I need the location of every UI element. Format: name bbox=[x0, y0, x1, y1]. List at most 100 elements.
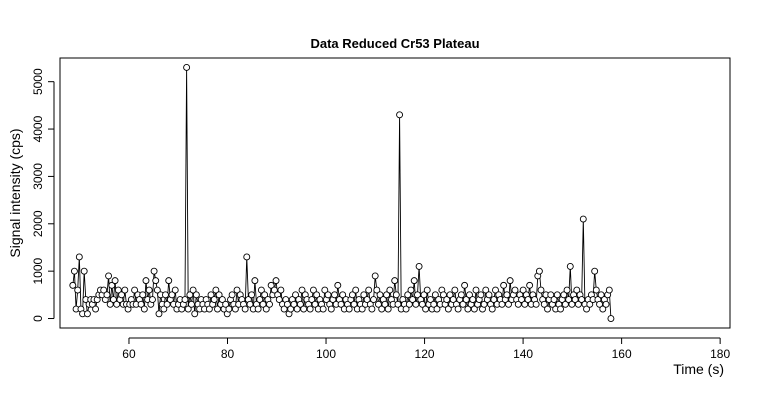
data-point bbox=[275, 296, 283, 304]
data-point bbox=[470, 305, 478, 313]
data-point bbox=[153, 286, 161, 294]
data-point bbox=[449, 296, 457, 304]
data-point bbox=[532, 300, 540, 308]
data-point bbox=[422, 305, 430, 313]
data-point bbox=[75, 253, 83, 261]
data-point bbox=[561, 300, 569, 308]
data-point bbox=[482, 286, 490, 294]
data-point bbox=[266, 300, 273, 308]
data-point bbox=[108, 281, 116, 289]
data-point bbox=[498, 300, 506, 308]
data-point bbox=[309, 286, 317, 294]
data-point bbox=[407, 286, 415, 294]
data-point bbox=[469, 296, 477, 304]
data-point bbox=[392, 291, 400, 299]
data-point bbox=[404, 291, 412, 299]
data-point bbox=[327, 305, 335, 313]
data-point bbox=[368, 305, 376, 313]
data-point bbox=[550, 296, 558, 304]
data-point bbox=[443, 296, 451, 304]
data-point bbox=[212, 286, 220, 294]
x-tick-label: 160 bbox=[612, 347, 632, 361]
data-point bbox=[459, 300, 467, 308]
data-point bbox=[248, 291, 256, 299]
data-point bbox=[480, 300, 488, 308]
data-point bbox=[433, 305, 441, 313]
data-point bbox=[215, 291, 223, 299]
data-point bbox=[348, 291, 356, 299]
data-point bbox=[383, 291, 391, 299]
data-point bbox=[251, 277, 259, 285]
data-point bbox=[233, 286, 241, 294]
data-point bbox=[420, 291, 428, 299]
data-point bbox=[414, 291, 421, 299]
data-point bbox=[181, 296, 189, 304]
data-point bbox=[192, 291, 200, 299]
data-point bbox=[503, 291, 511, 299]
data-point bbox=[207, 291, 215, 299]
data-point bbox=[210, 296, 218, 304]
data-point bbox=[80, 267, 88, 275]
data-point bbox=[105, 272, 113, 280]
data-point bbox=[519, 286, 527, 294]
data-point bbox=[191, 310, 199, 318]
data-point bbox=[308, 296, 316, 304]
data-point bbox=[583, 305, 590, 313]
data-point bbox=[152, 277, 160, 285]
data-point bbox=[324, 291, 332, 299]
x-tick-label: 140 bbox=[513, 347, 533, 361]
data-point bbox=[225, 305, 233, 313]
data-point bbox=[214, 305, 221, 313]
data-point bbox=[142, 277, 150, 285]
data-point bbox=[168, 291, 176, 299]
data-point bbox=[371, 272, 379, 280]
data-point bbox=[243, 253, 251, 261]
data-point bbox=[599, 305, 607, 313]
data-point bbox=[418, 300, 426, 308]
data-point bbox=[162, 291, 169, 299]
data-point bbox=[376, 291, 384, 299]
data-point bbox=[184, 305, 192, 313]
data-point bbox=[283, 300, 291, 308]
data-point bbox=[566, 262, 574, 270]
data-point bbox=[394, 300, 402, 308]
data-point bbox=[375, 300, 382, 308]
x-axis-label: Time (s) bbox=[673, 361, 724, 377]
data-point bbox=[280, 305, 288, 313]
data-point bbox=[415, 262, 423, 270]
data-point bbox=[254, 305, 262, 313]
data-point bbox=[137, 300, 145, 308]
data-point bbox=[526, 281, 534, 289]
data-point bbox=[160, 305, 168, 313]
data-point bbox=[306, 305, 314, 313]
y-tick-label: 2000 bbox=[31, 210, 45, 237]
data-point bbox=[410, 277, 418, 285]
data-point bbox=[591, 267, 599, 275]
data-point bbox=[427, 296, 434, 304]
data-point bbox=[363, 296, 371, 304]
data-point bbox=[345, 305, 353, 313]
data-point bbox=[490, 296, 498, 304]
data-point bbox=[586, 300, 594, 308]
data-point bbox=[402, 305, 410, 313]
data-point bbox=[578, 296, 586, 304]
y-tick-label: 1000 bbox=[31, 257, 45, 284]
data-point bbox=[511, 286, 519, 294]
data-point bbox=[405, 300, 413, 308]
data-point bbox=[592, 286, 600, 294]
data-point bbox=[386, 286, 394, 294]
data-point bbox=[319, 305, 327, 313]
data-point bbox=[544, 305, 551, 313]
data-point bbox=[300, 305, 308, 313]
data-point bbox=[256, 296, 264, 304]
data-point bbox=[121, 286, 129, 294]
data-point bbox=[378, 305, 386, 313]
data-point bbox=[150, 267, 158, 275]
data-point bbox=[298, 286, 306, 294]
data-point bbox=[560, 291, 568, 299]
data-point bbox=[218, 296, 226, 304]
y-axis-label: Signal intensity (cps) bbox=[7, 128, 23, 257]
data-point bbox=[514, 300, 522, 308]
data-point bbox=[352, 286, 360, 294]
